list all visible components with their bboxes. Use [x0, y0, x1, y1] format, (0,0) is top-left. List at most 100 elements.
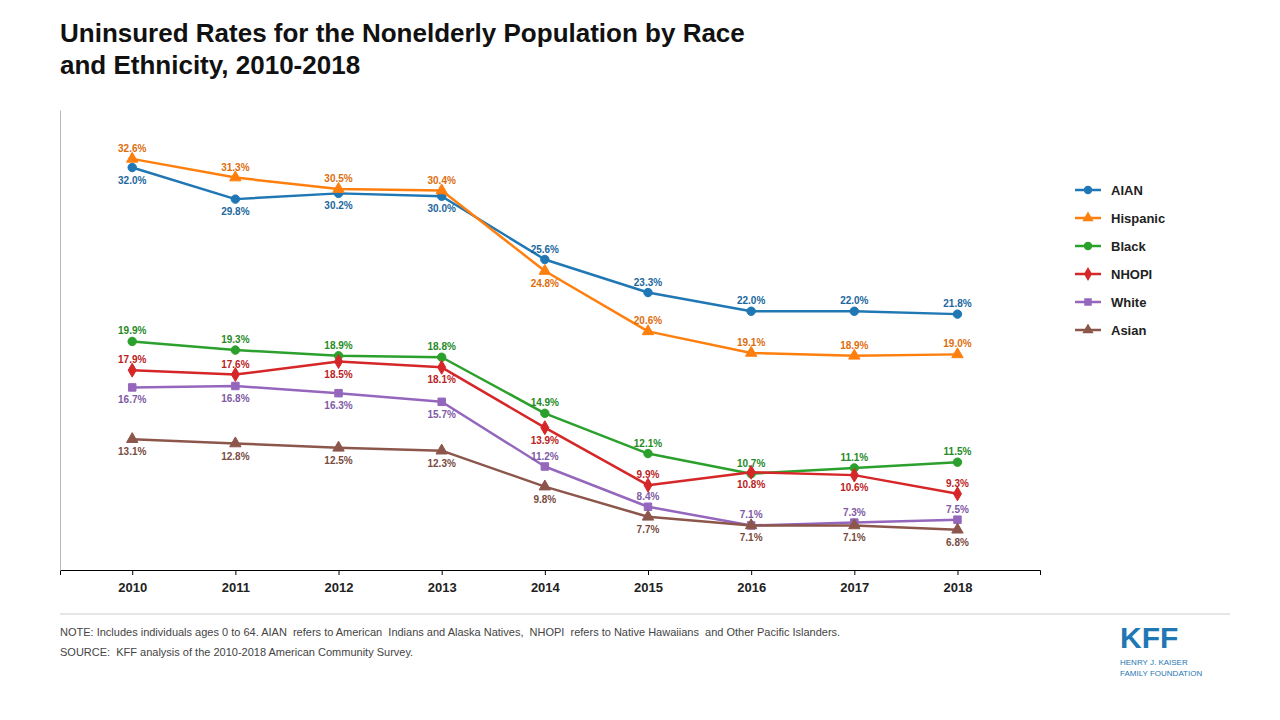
data-label: 32.0%	[118, 175, 146, 186]
x-tick-mark	[751, 570, 752, 575]
series-marker	[644, 288, 652, 296]
series-marker	[541, 463, 548, 470]
series-marker	[541, 409, 549, 417]
x-tick: 2014	[531, 570, 561, 595]
data-label: 19.3%	[221, 334, 249, 345]
x-tick-mark	[235, 570, 236, 575]
legend-symbol	[1082, 323, 1093, 333]
plot-area	[127, 152, 964, 533]
legend-label: Hispanic	[1111, 211, 1165, 226]
x-tick: 2012	[325, 570, 354, 595]
data-label: 10.8%	[737, 479, 765, 490]
data-label: 29.8%	[221, 206, 249, 217]
legend-label: White	[1111, 295, 1146, 310]
background	[0, 0, 1280, 720]
legend-entry: NHOPI	[1075, 267, 1152, 282]
title-line: and Ethnicity, 2010-2018	[60, 50, 360, 80]
data-label: 9.9%	[637, 469, 660, 480]
data-label: 30.0%	[428, 203, 456, 214]
x-tick-mark	[957, 570, 958, 575]
series-marker	[541, 255, 549, 263]
series-marker	[231, 368, 239, 382]
x-tick-label: 2015	[634, 580, 663, 595]
legend-symbol	[1084, 267, 1092, 281]
annotation: KFF	[1120, 621, 1178, 654]
x-tick-label: 2010	[118, 580, 147, 595]
series-marker	[541, 421, 549, 435]
data-label: 6.8%	[946, 537, 969, 548]
chart-root: Uninsured Rates for the Nonelderly Popul…	[0, 0, 1280, 720]
series-marker	[642, 510, 653, 520]
series-line	[132, 341, 957, 473]
data-label: 18.9%	[840, 340, 868, 351]
x-tick: 2018	[944, 570, 973, 595]
x-axis: 201020112012201320142015201620172018	[61, 570, 1041, 595]
data-label: 14.9%	[531, 397, 559, 408]
data-label: 9.8%	[533, 494, 556, 505]
data-label: 19.0%	[943, 338, 971, 349]
series-marker	[436, 444, 447, 454]
x-tick-mark	[648, 570, 649, 575]
series-marker	[438, 398, 445, 405]
separator	[60, 614, 1230, 615]
title-line: Uninsured Rates for the Nonelderly Popul…	[60, 18, 745, 48]
data-label: 15.7%	[428, 409, 456, 420]
x-tick-label: 2014	[531, 580, 561, 595]
legend-entry: AIAN	[1075, 183, 1143, 198]
data-label: 18.5%	[324, 369, 352, 380]
data-label: 12.8%	[221, 451, 249, 462]
series-marker	[335, 355, 343, 369]
legend-label: Asian	[1111, 323, 1146, 338]
data-label: 10.6%	[840, 482, 868, 493]
legend-entry: Hispanic	[1075, 211, 1165, 226]
data-label: 11.5%	[944, 446, 972, 457]
data-label: 8.4%	[637, 491, 660, 502]
legend-symbol	[1084, 186, 1092, 194]
x-tick-mark	[854, 570, 855, 575]
data-label: 19.1%	[737, 337, 765, 348]
data-label: 7.1%	[740, 532, 763, 543]
x-tick: 2015	[634, 570, 663, 595]
legend-symbol	[1084, 242, 1092, 250]
y-axis	[60, 111, 61, 571]
series-marker	[747, 307, 755, 315]
annotation: SOURCE: KFF analysis of the 2010-2018 Am…	[60, 646, 413, 658]
data-label: 21.8%	[943, 298, 971, 309]
data-label: 18.9%	[324, 340, 352, 351]
legend-label: Black	[1111, 239, 1146, 254]
data-label: 7.5%	[946, 504, 969, 515]
legend-entry: Asian	[1075, 323, 1146, 338]
data-label: 7.3%	[843, 507, 866, 518]
series-marker	[335, 389, 342, 396]
data-label: 31.3%	[221, 162, 249, 173]
x-tick: 2013	[428, 570, 457, 595]
legend-entry: White	[1075, 295, 1146, 310]
data-label: 30.2%	[324, 200, 352, 211]
series-marker	[952, 523, 963, 533]
data-label: 22.0%	[840, 295, 868, 306]
data-label: 12.1%	[634, 438, 662, 449]
series-marker	[231, 195, 239, 203]
data-label: 7.1%	[843, 532, 866, 543]
series-marker	[128, 337, 136, 345]
series-line	[132, 159, 957, 356]
annotation-line: HENRY J. KAISER	[1120, 658, 1188, 667]
annotation: HENRY J. KAISERFAMILY FOUNDATION	[1120, 658, 1202, 678]
series-marker	[539, 264, 550, 274]
data-label: 32.6%	[118, 143, 146, 154]
series-marker	[128, 363, 136, 377]
legend-label: NHOPI	[1111, 267, 1152, 282]
series-marker	[850, 307, 858, 315]
series-marker	[232, 382, 239, 389]
data-label: 30.4%	[428, 175, 456, 186]
data-label: 30.5%	[324, 173, 352, 184]
x-tick-label: 2013	[428, 580, 457, 595]
x-tick: 2017	[840, 570, 869, 595]
data-label: 11.2%	[531, 451, 559, 462]
data-label: 10.7%	[737, 458, 765, 469]
series-marker	[953, 458, 961, 466]
data-label: 24.8%	[531, 278, 559, 289]
data-label: 18.8%	[428, 341, 456, 352]
x-tick-mark	[442, 570, 443, 575]
data-label: 7.1%	[740, 509, 763, 520]
